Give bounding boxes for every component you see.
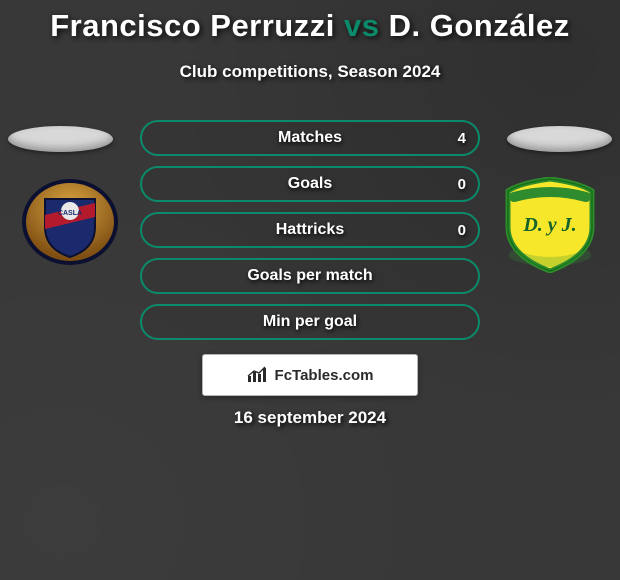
stat-right-value: 0 — [458, 168, 466, 200]
player2-photo-placeholder — [507, 126, 612, 152]
club-badge-right: D. y J. — [500, 177, 600, 278]
san-lorenzo-crest-icon: CASLA — [20, 177, 120, 267]
stat-right-value: 4 — [458, 122, 466, 154]
stat-row-matches: Matches 4 — [140, 120, 480, 156]
title-player2: D. González — [389, 8, 570, 43]
stat-right-value: 0 — [458, 214, 466, 246]
stats-container: Matches 4 Goals 0 Hattricks 0 Goals per … — [140, 120, 480, 350]
stat-row-hattricks: Hattricks 0 — [140, 212, 480, 248]
stat-label: Goals — [142, 168, 478, 200]
defensa-text: D. y J. — [522, 214, 576, 236]
date-label: 16 september 2024 — [0, 408, 620, 428]
subtitle: Club competitions, Season 2024 — [0, 62, 620, 82]
svg-text:CASLA: CASLA — [58, 210, 82, 217]
stat-label: Matches — [142, 122, 478, 154]
defensa-crest-icon: D. y J. — [500, 177, 600, 273]
player1-photo-placeholder — [8, 126, 113, 152]
source-badge: FcTables.com — [202, 354, 418, 396]
page-title: Francisco Perruzzi vs D. González — [0, 8, 620, 44]
title-player1: Francisco Perruzzi — [50, 8, 335, 43]
source-brand: FcTables.com — [275, 367, 374, 384]
stat-label: Hattricks — [142, 214, 478, 246]
stat-row-goals: Goals 0 — [140, 166, 480, 202]
club-badge-left: CASLA — [20, 177, 120, 272]
stat-row-min-per-goal: Min per goal — [140, 304, 480, 340]
bar-chart-icon — [247, 366, 269, 384]
stat-label: Min per goal — [142, 306, 478, 338]
stat-row-goals-per-match: Goals per match — [140, 258, 480, 294]
title-vs: vs — [344, 8, 379, 43]
stat-label: Goals per match — [142, 260, 478, 292]
